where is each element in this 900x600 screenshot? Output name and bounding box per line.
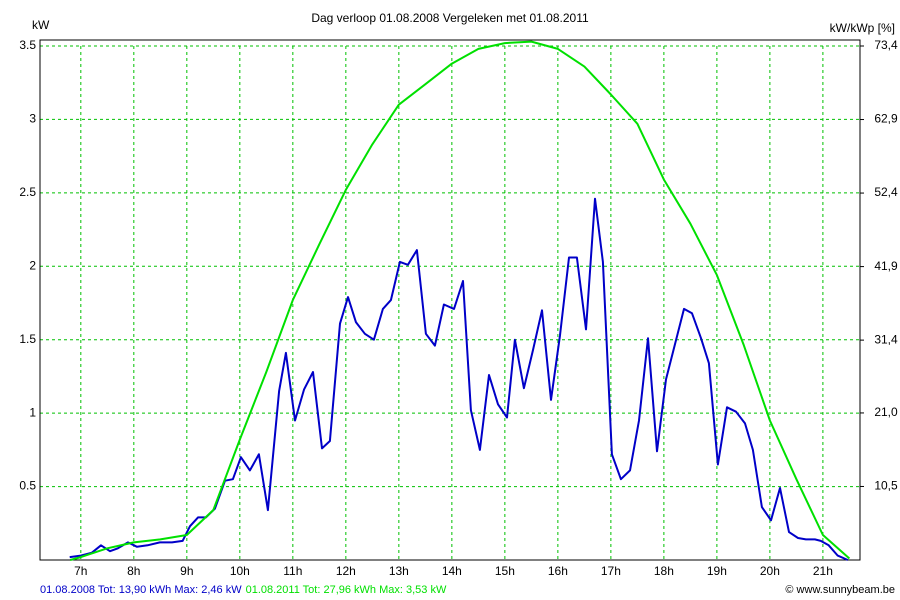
x-tick-label: 18h: [654, 564, 674, 578]
x-tick-label: 12h: [336, 564, 356, 578]
x-tick-label: 21h: [813, 564, 833, 578]
credit: © www.sunnybeam.be: [785, 584, 895, 596]
y-tick-label: 2.5: [19, 185, 36, 199]
y-axis-label: kW: [32, 18, 50, 32]
series-line: [69, 40, 851, 561]
x-tick-label: 15h: [495, 564, 515, 578]
y2-tick-label: 52,4: [874, 185, 898, 199]
x-tick-label: 9h: [180, 564, 193, 578]
y-tick-label: 3.5: [19, 38, 36, 52]
x-tick-label: 10h: [230, 564, 250, 578]
y-tick-label: 1.5: [19, 332, 36, 346]
y2-axis-label: kW/kWp [%]: [830, 21, 895, 35]
plot-frame: [39, 39, 861, 561]
y2-tick-label: 10,5: [874, 479, 898, 493]
legend: 01.08.2008 Tot: 13,90 kWh Max: 2,46 kW 01…: [40, 584, 447, 596]
y2-tick-label: 73,4: [874, 38, 898, 52]
y2-tick-label: 31,4: [874, 332, 898, 346]
y2-tick-label: 62,9: [874, 112, 898, 126]
y-tick-label: 1: [29, 405, 36, 419]
y-tick-label: 3: [29, 112, 36, 126]
x-tick-label: 16h: [548, 564, 568, 578]
y2-tick-label: 41,9: [874, 259, 898, 273]
y2-tick-label: 21,0: [874, 405, 898, 419]
legend-entry: 01.08.2011 Tot: 27,96 kWh Max: 3,53 kW: [246, 584, 447, 596]
x-tick-label: 14h: [442, 564, 462, 578]
x-tick-label: 13h: [389, 564, 409, 578]
y-tick-label: 2: [29, 258, 36, 272]
x-tick-label: 8h: [127, 564, 140, 578]
x-tick-label: 11h: [283, 564, 302, 578]
x-tick-label: 7h: [74, 564, 87, 578]
x-tick-label: 20h: [760, 564, 780, 578]
x-tick-label: 17h: [601, 564, 621, 578]
chart-title: Dag verloop 01.08.2008 Vergeleken met 01…: [311, 11, 589, 25]
y-tick-label: 0.5: [19, 479, 36, 493]
legend-entry: 01.08.2008 Tot: 13,90 kWh Max: 2,46 kW: [40, 584, 242, 596]
x-tick-label: 19h: [707, 564, 727, 578]
